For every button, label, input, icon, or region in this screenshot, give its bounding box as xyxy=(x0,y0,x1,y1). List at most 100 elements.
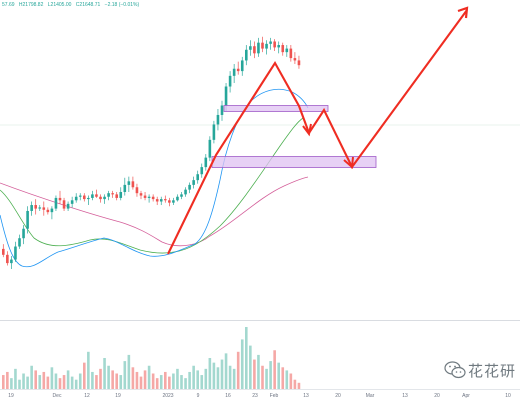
candle xyxy=(180,192,183,200)
candle xyxy=(176,194,179,202)
candle xyxy=(147,194,151,203)
volume-bar xyxy=(99,368,102,389)
candle xyxy=(46,207,50,215)
candle-body xyxy=(212,124,216,140)
candle xyxy=(103,194,106,204)
time-tick-label: 2023 xyxy=(162,393,173,399)
candle-body xyxy=(26,210,29,229)
candle-body xyxy=(277,45,280,48)
candle-body xyxy=(70,200,74,204)
candle-body xyxy=(2,248,5,255)
candle-body xyxy=(228,75,232,87)
volume-bar xyxy=(261,365,264,389)
candle xyxy=(200,163,204,178)
volume-bar xyxy=(257,354,260,389)
time-tick-label: 20 xyxy=(434,393,440,399)
candle xyxy=(119,187,123,201)
candle-body xyxy=(34,205,37,209)
candle xyxy=(249,40,252,56)
candle-body xyxy=(293,58,297,61)
volume-bar xyxy=(168,376,171,389)
candle xyxy=(2,244,5,258)
candle xyxy=(188,182,191,194)
candle-body xyxy=(50,208,54,213)
candle-body xyxy=(273,41,276,48)
resistance-zone[interactable] xyxy=(223,105,329,112)
candle-body xyxy=(87,197,90,200)
candle-body xyxy=(261,42,264,49)
time-tick-label: 13 xyxy=(402,393,408,399)
volume-bar xyxy=(188,371,191,389)
volume-bar xyxy=(22,373,25,389)
volume-bar xyxy=(265,368,268,389)
projected-path-arrow[interactable] xyxy=(167,9,468,255)
volume-bar xyxy=(42,371,46,389)
candle xyxy=(42,201,46,216)
candle-body xyxy=(74,196,78,201)
candle-body xyxy=(58,197,62,201)
candle xyxy=(155,196,159,206)
candle xyxy=(115,192,118,201)
volume-bar xyxy=(204,368,208,389)
candle xyxy=(220,100,224,121)
candle-body xyxy=(78,195,82,197)
candle xyxy=(70,196,74,208)
time-tick-label: Mar xyxy=(366,393,375,399)
volume-bar xyxy=(200,375,204,389)
candle-body xyxy=(131,181,135,188)
volume-bar xyxy=(58,378,62,389)
volume-bar xyxy=(269,361,272,389)
candle-body xyxy=(196,174,199,181)
candle-body xyxy=(164,199,167,201)
candle-body xyxy=(297,60,301,66)
time-tick-label: 19 xyxy=(8,393,14,399)
volume-bar xyxy=(14,368,17,389)
candle xyxy=(208,136,212,162)
volume-bar xyxy=(172,373,175,389)
ohlc-close: C21648.71 xyxy=(75,2,101,8)
candle-body xyxy=(236,68,240,72)
candle xyxy=(10,256,13,270)
volume-bar xyxy=(281,367,285,389)
candle xyxy=(265,40,268,55)
volume-bar xyxy=(50,367,54,389)
volume-bar xyxy=(164,371,167,389)
volume-bar xyxy=(143,370,147,389)
volume-bar xyxy=(245,327,248,389)
candle-body xyxy=(54,197,58,209)
candle xyxy=(273,39,276,51)
candle xyxy=(50,206,54,220)
time-tick-label: 10 xyxy=(505,393,511,399)
volume-bar xyxy=(240,339,244,389)
candle-body xyxy=(289,48,293,59)
candle xyxy=(135,183,139,197)
candle-body xyxy=(46,209,50,213)
candle-body xyxy=(42,207,46,210)
volume-bar xyxy=(147,365,151,389)
time-tick-label: Apr xyxy=(462,393,470,399)
candle xyxy=(143,192,147,201)
volume-bar xyxy=(220,359,224,389)
candle xyxy=(204,154,208,171)
candle xyxy=(253,41,256,59)
candle-body xyxy=(143,195,147,198)
candle-body xyxy=(224,86,228,106)
candle xyxy=(159,196,163,206)
candle-body xyxy=(22,228,25,239)
candle xyxy=(172,197,175,206)
candle xyxy=(245,45,248,66)
time-tick-label: 13 xyxy=(303,393,309,399)
volume-bar xyxy=(273,350,276,389)
volume-bar xyxy=(236,351,240,389)
candle-body xyxy=(240,60,244,72)
candle xyxy=(139,190,143,200)
candle-body xyxy=(107,193,110,197)
candle-body xyxy=(119,192,123,198)
candle xyxy=(285,45,289,57)
candle-body xyxy=(245,49,248,61)
candle xyxy=(281,42,285,56)
candle-body xyxy=(10,259,13,264)
volume-bar xyxy=(10,378,13,389)
volume-bar xyxy=(78,373,82,389)
